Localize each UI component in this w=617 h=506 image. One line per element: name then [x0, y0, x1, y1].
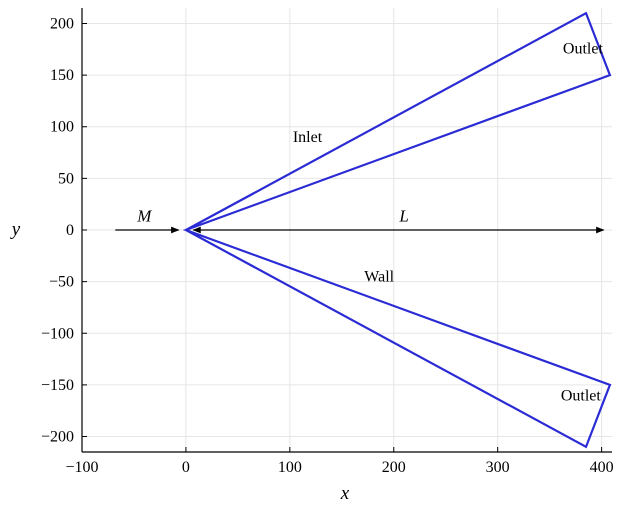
y-tick-label: −100 [41, 325, 74, 342]
y-tick-labels: 200 150 100 50 0 −50 −100 −150 −200 [41, 15, 74, 445]
x-tick-label: 400 [590, 459, 614, 476]
y-tick-label: −50 [49, 274, 74, 291]
l-label: L [398, 207, 408, 226]
y-tick-label: 0 [66, 222, 74, 239]
x-tick-label: 0 [182, 459, 190, 476]
y-tick-label: −200 [41, 429, 74, 446]
outlet-top-label: Outlet [563, 40, 604, 57]
y-tick-label: 100 [50, 119, 74, 136]
m-label: M [136, 207, 152, 226]
domain-outline [182, 11, 612, 449]
y-tick-label: −150 [41, 377, 74, 394]
domain-outline-layer [182, 11, 612, 449]
x-tick-label: 300 [486, 459, 510, 476]
x-tick-labels: −100 0 100 200 300 400 [65, 459, 613, 476]
axes [81, 8, 612, 453]
x-tick-label: 100 [278, 459, 302, 476]
x-axis-title: x [340, 483, 350, 504]
y-axis-title: y [10, 219, 21, 240]
x-tick-label: −100 [65, 459, 98, 476]
inlet-label: Inlet [293, 129, 323, 146]
x-tick-label: 200 [382, 459, 406, 476]
annotations-layer: Outlet Outlet Inlet Wall M L [136, 40, 603, 404]
y-tick-label: 200 [50, 15, 74, 32]
y-tick-label: 50 [58, 170, 74, 187]
y-tick-label: 150 [50, 67, 74, 84]
wall-label: Wall [364, 269, 394, 286]
outlet-bottom-label: Outlet [561, 387, 602, 404]
